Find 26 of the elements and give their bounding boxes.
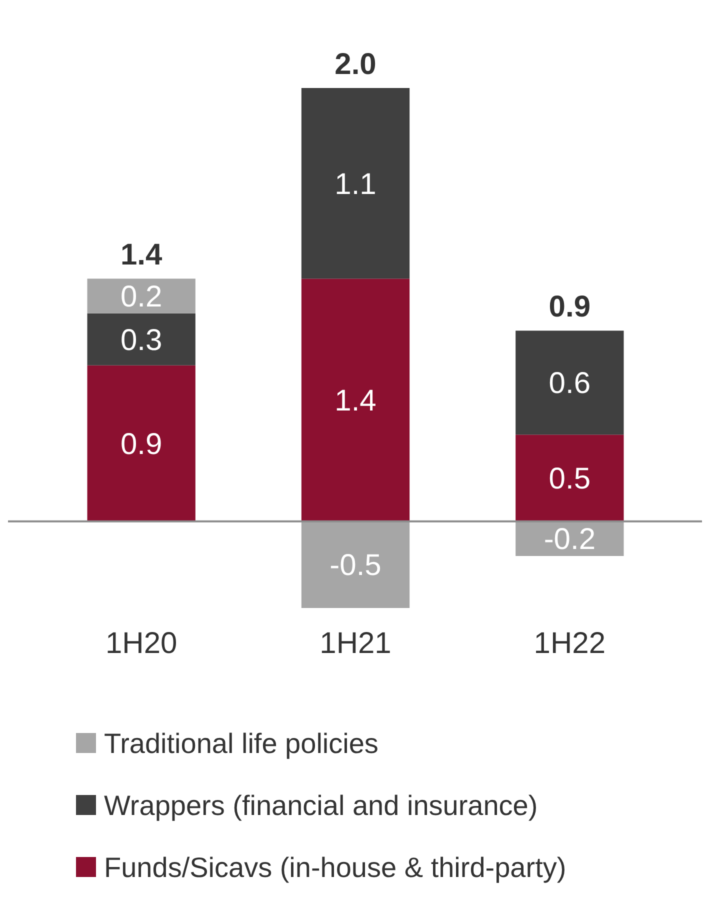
bar xyxy=(516,434,624,522)
total-label: 1.4 xyxy=(120,238,162,272)
data-label: -0.2 xyxy=(544,523,596,556)
data-label: 1.4 xyxy=(334,384,376,418)
bar xyxy=(301,88,410,279)
x-tick-label: 1H22 xyxy=(534,627,606,660)
total-label: 2.0 xyxy=(334,48,376,81)
bar xyxy=(516,330,624,435)
legend-label: Traditional life policies xyxy=(104,728,378,759)
data-label: 0.5 xyxy=(548,462,591,496)
x-tick-label: 1H20 xyxy=(105,627,178,660)
bar xyxy=(301,521,410,608)
data-label: 0.2 xyxy=(120,280,162,314)
data-label: 0.6 xyxy=(548,367,591,400)
bar xyxy=(301,278,410,522)
data-label: -0.5 xyxy=(330,549,382,582)
bar xyxy=(87,365,196,522)
x-tick-label: 1H21 xyxy=(320,627,392,660)
legend-label: Funds/Sicavs (in-house & third-party) xyxy=(104,852,566,883)
total-label: 0.9 xyxy=(548,290,591,324)
data-label: 0.3 xyxy=(120,324,162,357)
legend-label: Wrappers (financial and insurance) xyxy=(104,790,538,821)
bar xyxy=(87,313,196,366)
data-label: 1.1 xyxy=(334,168,376,201)
bar xyxy=(87,278,196,314)
data-label: 0.9 xyxy=(120,428,162,461)
